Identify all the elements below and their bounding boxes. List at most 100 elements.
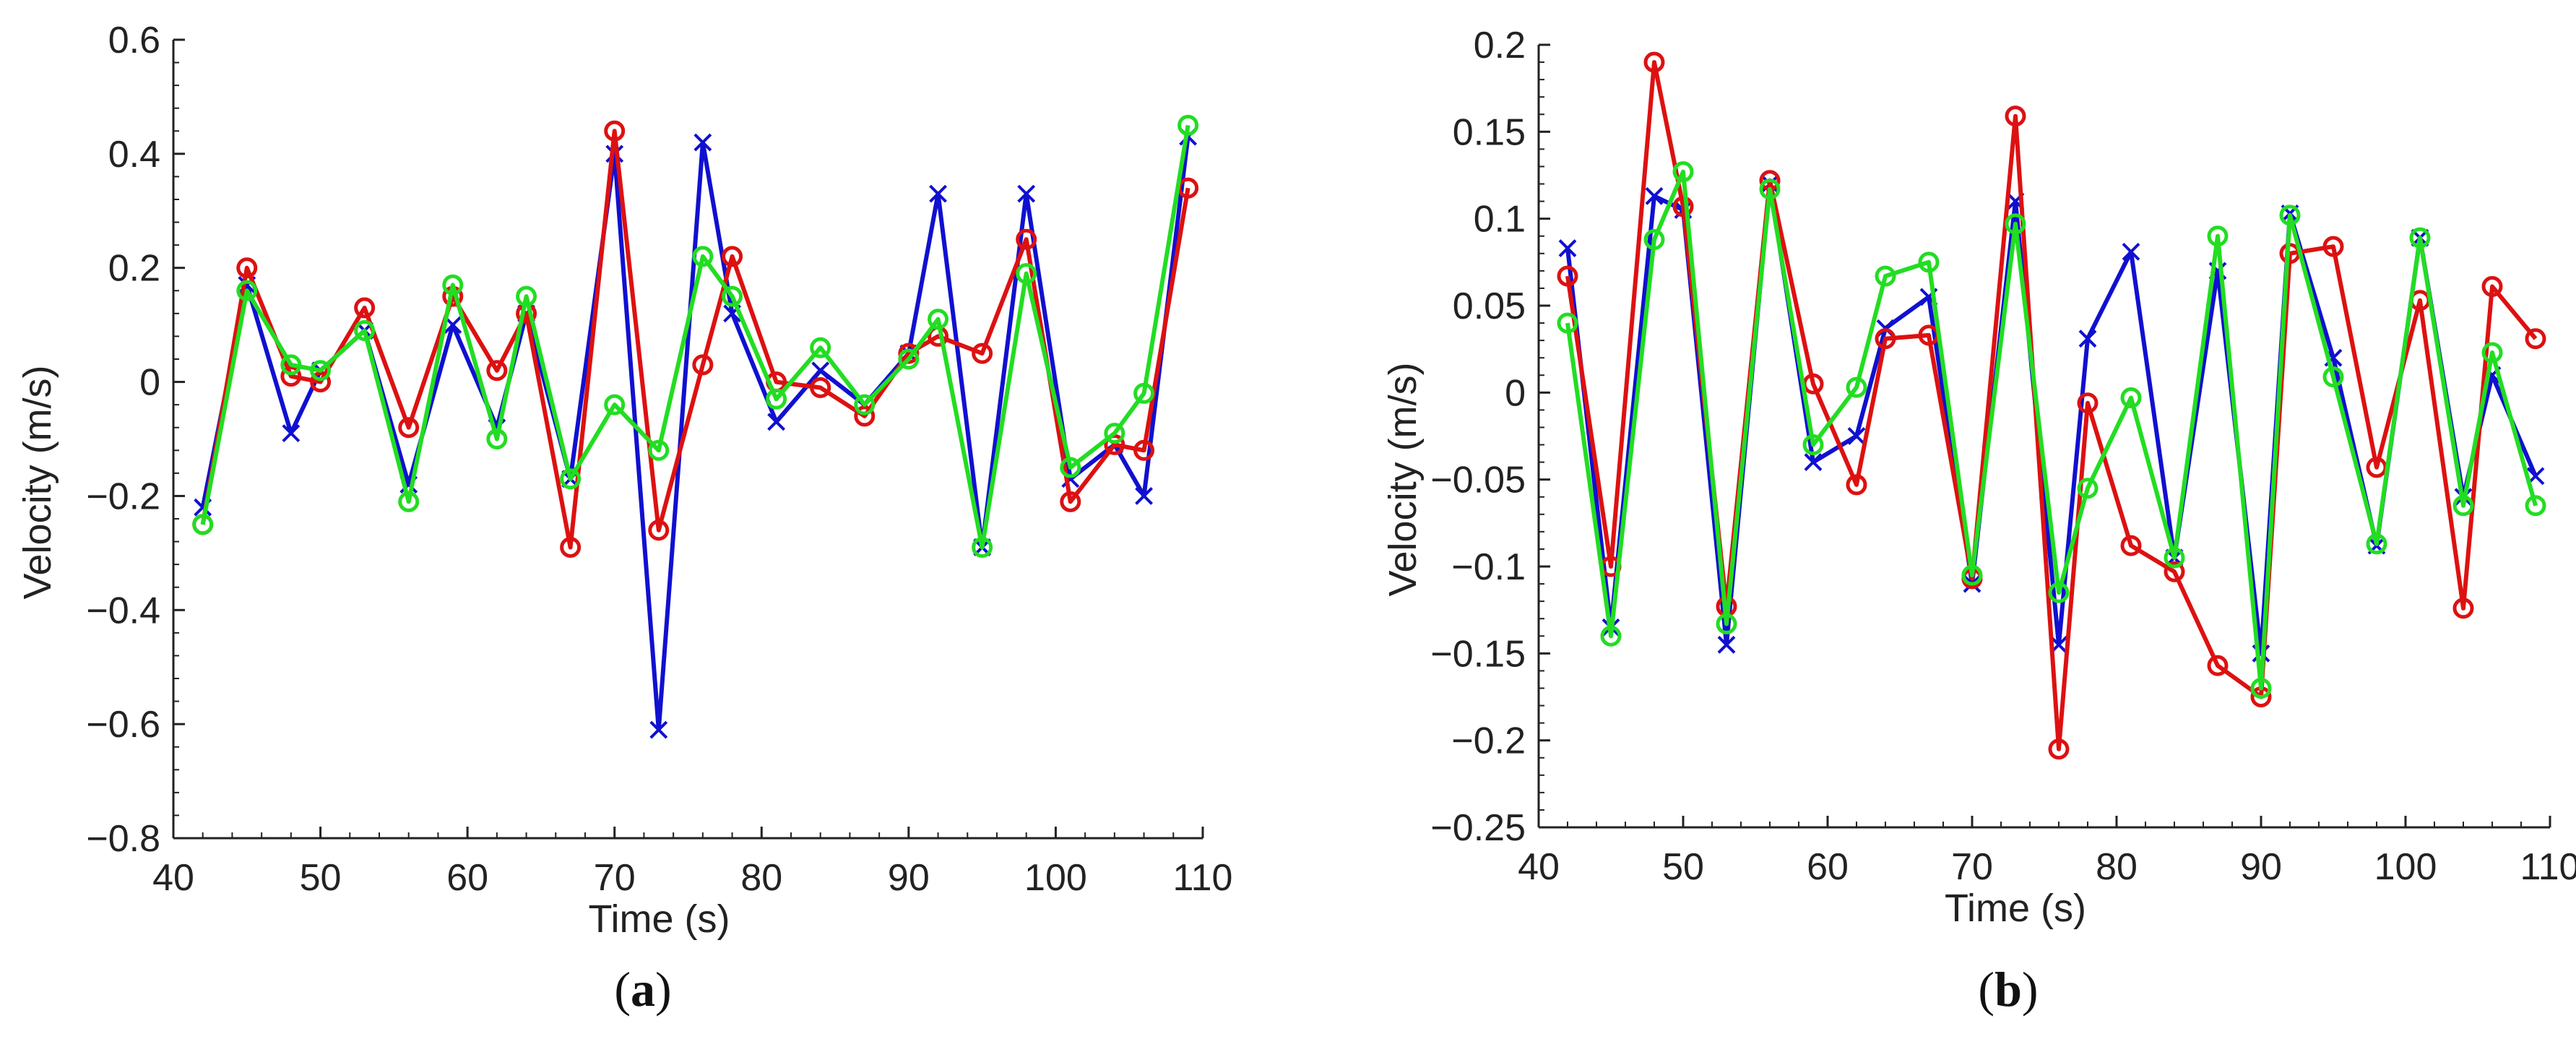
data-point-red — [310, 371, 332, 393]
data-point-green — [2409, 227, 2431, 249]
data-point-green — [1600, 625, 1622, 647]
data-point-blue — [693, 133, 712, 152]
data-point-blue — [2122, 242, 2140, 261]
caption-b: (b) — [1978, 962, 2039, 1017]
data-point-red — [398, 417, 420, 439]
data-point-red — [2077, 392, 2099, 414]
data-point-red — [2120, 535, 2142, 556]
x-tick-label: 90 — [888, 857, 930, 899]
data-point-red — [1802, 373, 1824, 395]
data-point-green — [192, 514, 214, 535]
data-point-blue — [1847, 427, 1866, 445]
data-point-green — [898, 348, 920, 370]
data-point-green — [310, 360, 332, 382]
x-tick-label: 60 — [1807, 846, 1849, 888]
y-tick-label: −0.2 — [1451, 720, 1526, 762]
y-axis-label: Velocity (m/s) — [16, 365, 59, 599]
data-point-green — [486, 428, 508, 449]
data-point-red — [810, 376, 831, 398]
data-point-red — [2207, 655, 2229, 676]
x-tick-label: 90 — [2240, 846, 2282, 888]
data-point-red — [236, 257, 258, 279]
data-point-green — [2207, 225, 2229, 247]
data-point-green — [516, 285, 537, 307]
y-tick-label: 0.6 — [108, 20, 160, 61]
data-point-blue — [811, 361, 830, 380]
data-point-green — [1060, 457, 1081, 478]
data-point-red — [1875, 328, 1896, 350]
data-point-green — [1875, 265, 1896, 287]
data-point-blue — [1017, 184, 1036, 203]
data-point-red — [2481, 276, 2503, 298]
data-point-blue — [1558, 239, 1577, 257]
data-point-green — [280, 354, 302, 376]
data-point-green — [560, 468, 582, 490]
data-point-red — [972, 342, 993, 364]
data-point-red — [722, 246, 743, 267]
data-point-green — [1918, 251, 1940, 273]
data-point-green — [1759, 178, 1781, 200]
y-tick-label: −0.8 — [86, 818, 160, 860]
x-tick-label: 70 — [1951, 846, 1993, 888]
x-tick-label: 70 — [594, 857, 636, 899]
series-line-red — [200, 129, 1190, 550]
data-point-red — [354, 297, 376, 319]
data-point-green — [1177, 114, 1199, 136]
series-line-red — [1565, 60, 2538, 751]
data-point-green — [2525, 495, 2546, 517]
series-line-green — [200, 124, 1190, 550]
data-point-green — [972, 536, 993, 558]
data-point-red — [1060, 491, 1081, 512]
data-point-red — [1672, 196, 1694, 217]
y-tick-label: 0.05 — [1453, 285, 1526, 327]
data-point-green — [1961, 564, 1983, 586]
data-point-red — [2452, 598, 2474, 619]
data-point-blue — [1717, 635, 1736, 654]
data-point-green — [2077, 478, 2099, 499]
x-tick-label: 60 — [446, 857, 488, 899]
data-point-green — [2481, 342, 2503, 363]
data-point-red — [560, 536, 582, 558]
data-point-green — [1716, 613, 1737, 634]
y-tick-label: 0.1 — [1474, 199, 1526, 241]
x-tick-label: 80 — [2096, 846, 2138, 888]
data-point-red — [1016, 228, 1037, 250]
data-point-green — [2322, 366, 2344, 388]
data-point-red — [692, 354, 714, 376]
y-tick-label: −0.2 — [86, 475, 160, 517]
x-tick-label: 80 — [740, 857, 782, 899]
data-point-blue — [767, 413, 786, 431]
x-tick-label: 100 — [1024, 857, 1087, 899]
data-point-blue — [282, 424, 301, 443]
x-tick-label: 50 — [1662, 846, 1704, 888]
data-point-red — [648, 520, 670, 541]
data-point-green — [1557, 312, 1578, 334]
data-point-green — [604, 394, 626, 415]
caption-a-letter: a — [631, 962, 655, 1017]
data-point-red — [2322, 236, 2344, 257]
x-axis-label: Time (s) — [1945, 887, 2086, 930]
data-point-green — [810, 337, 831, 358]
data-point-red — [2005, 105, 2026, 127]
data-point-green — [722, 285, 743, 307]
x-tick-label: 40 — [1518, 846, 1560, 888]
data-point-red — [280, 366, 302, 387]
y-tick-label: −0.4 — [86, 590, 160, 632]
data-point-red — [2048, 738, 2070, 760]
data-point-green — [648, 439, 670, 461]
data-point-red — [1846, 474, 1867, 496]
y-tick-label: 0 — [139, 362, 160, 404]
data-point-green — [854, 394, 876, 415]
data-point-green — [692, 246, 714, 267]
data-point-green — [2120, 387, 2142, 409]
x-tick-label: 50 — [300, 857, 342, 899]
data-point-green — [1802, 434, 1824, 456]
data-point-green — [1643, 229, 1665, 251]
data-point-red — [2525, 328, 2546, 350]
x-tick-label: 40 — [152, 857, 194, 899]
data-point-green — [236, 280, 258, 301]
caption-b-letter: b — [1994, 962, 2022, 1017]
y-axis-label: Velocity (m/s) — [1381, 362, 1425, 596]
